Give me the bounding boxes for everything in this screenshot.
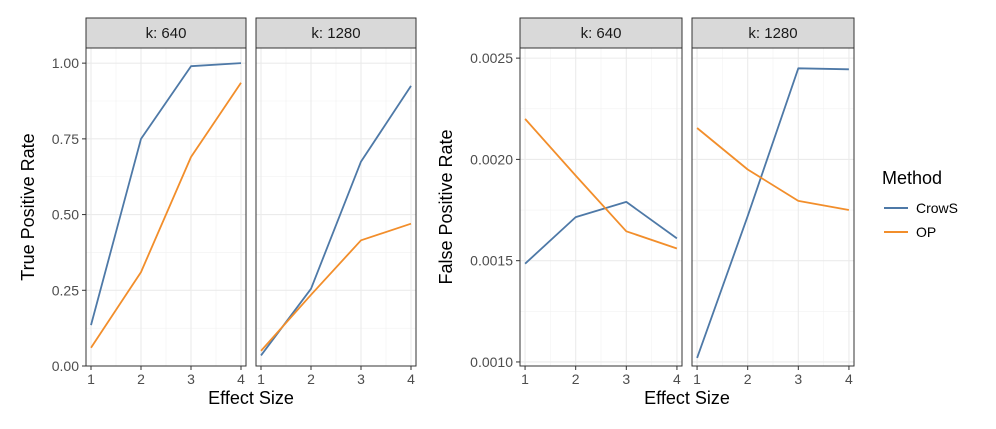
- y-tick-label: 0.0015: [470, 253, 513, 269]
- series-line-op: [260, 222, 412, 352]
- facet-strip-label: k: 640: [146, 25, 187, 42]
- y-tick-label: 0.00: [52, 358, 79, 374]
- x-tick-label: 3: [357, 371, 365, 387]
- x-tick-label: 4: [673, 371, 681, 387]
- x-tick-label: 1: [521, 371, 529, 387]
- chart-root: k: 640 1 2 3 4 0.00 0.25 0.50 0.75 1.00 k: 1280 1 2 3…: [18, 17, 855, 408]
- chart-2-facet-2: k: 1280 1 2 3 4: [691, 17, 855, 387]
- facet-strip: [519, 17, 683, 49]
- chart-1-facet-2: k: 1280 1 2 3 4: [255, 17, 417, 387]
- y-tick-label: 1.00: [52, 55, 79, 71]
- facet-strip: [255, 17, 417, 49]
- facet-strip-label: k: 640: [581, 25, 622, 42]
- x-tick-label: 2: [307, 371, 315, 387]
- facet-strip: [85, 17, 247, 49]
- legend: Method CrowS OP: [882, 168, 958, 240]
- x-tick-label: 2: [137, 371, 145, 387]
- panel-border: [255, 47, 417, 367]
- panel-border: [519, 47, 683, 367]
- chart-1-x-axis-title: Effect Size: [208, 388, 294, 408]
- x-tick-label: 4: [845, 371, 853, 387]
- series-line-op: [524, 118, 678, 250]
- x-tick-label: 1: [87, 371, 95, 387]
- legend-label-op: OP: [916, 224, 936, 240]
- x-tick-label: 4: [407, 371, 415, 387]
- series-line-crows: [696, 67, 849, 359]
- series-line-op: [90, 82, 242, 349]
- chart-1-y-axis-title: True Positive Rate: [18, 133, 38, 280]
- chart-2-x-axis-title: Effect Size: [644, 388, 730, 408]
- y-tick-label: 0.0020: [470, 151, 513, 167]
- y-tick-label: 0.50: [52, 207, 79, 223]
- x-tick-label: 1: [693, 371, 701, 387]
- legend-label-crows: CrowS: [916, 200, 958, 216]
- x-tick-label: 3: [794, 371, 802, 387]
- series-line-crows: [90, 62, 242, 326]
- facet-strip-label: k: 1280: [311, 25, 360, 42]
- legend-title: Method: [882, 168, 942, 188]
- y-tick-label: 0.75: [52, 131, 79, 147]
- x-tick-label: 2: [744, 371, 752, 387]
- chart-2-facet-1: k: 640 1 2 3 4 0.0010 0.0015 0.0020 0.0025: [470, 17, 683, 387]
- y-tick-label: 0.25: [52, 282, 79, 298]
- panel-border: [85, 47, 247, 367]
- x-tick-label: 4: [237, 371, 245, 387]
- chart-1-facet-1: k: 640 1 2 3 4 0.00 0.25 0.50 0.75 1.00: [52, 17, 247, 387]
- chart-2-y-axis-title: False Positive Rate: [436, 129, 456, 284]
- x-tick-label: 3: [622, 371, 630, 387]
- series-line-crows: [524, 200, 678, 265]
- x-tick-label: 1: [257, 371, 265, 387]
- series-line-op: [696, 127, 850, 211]
- facet-strip-label: k: 1280: [748, 25, 797, 42]
- y-tick-label: 0.0010: [470, 354, 513, 370]
- x-tick-label: 3: [187, 371, 195, 387]
- panel-border: [691, 47, 855, 367]
- y-tick-label: 0.0025: [470, 50, 513, 66]
- x-tick-label: 2: [572, 371, 580, 387]
